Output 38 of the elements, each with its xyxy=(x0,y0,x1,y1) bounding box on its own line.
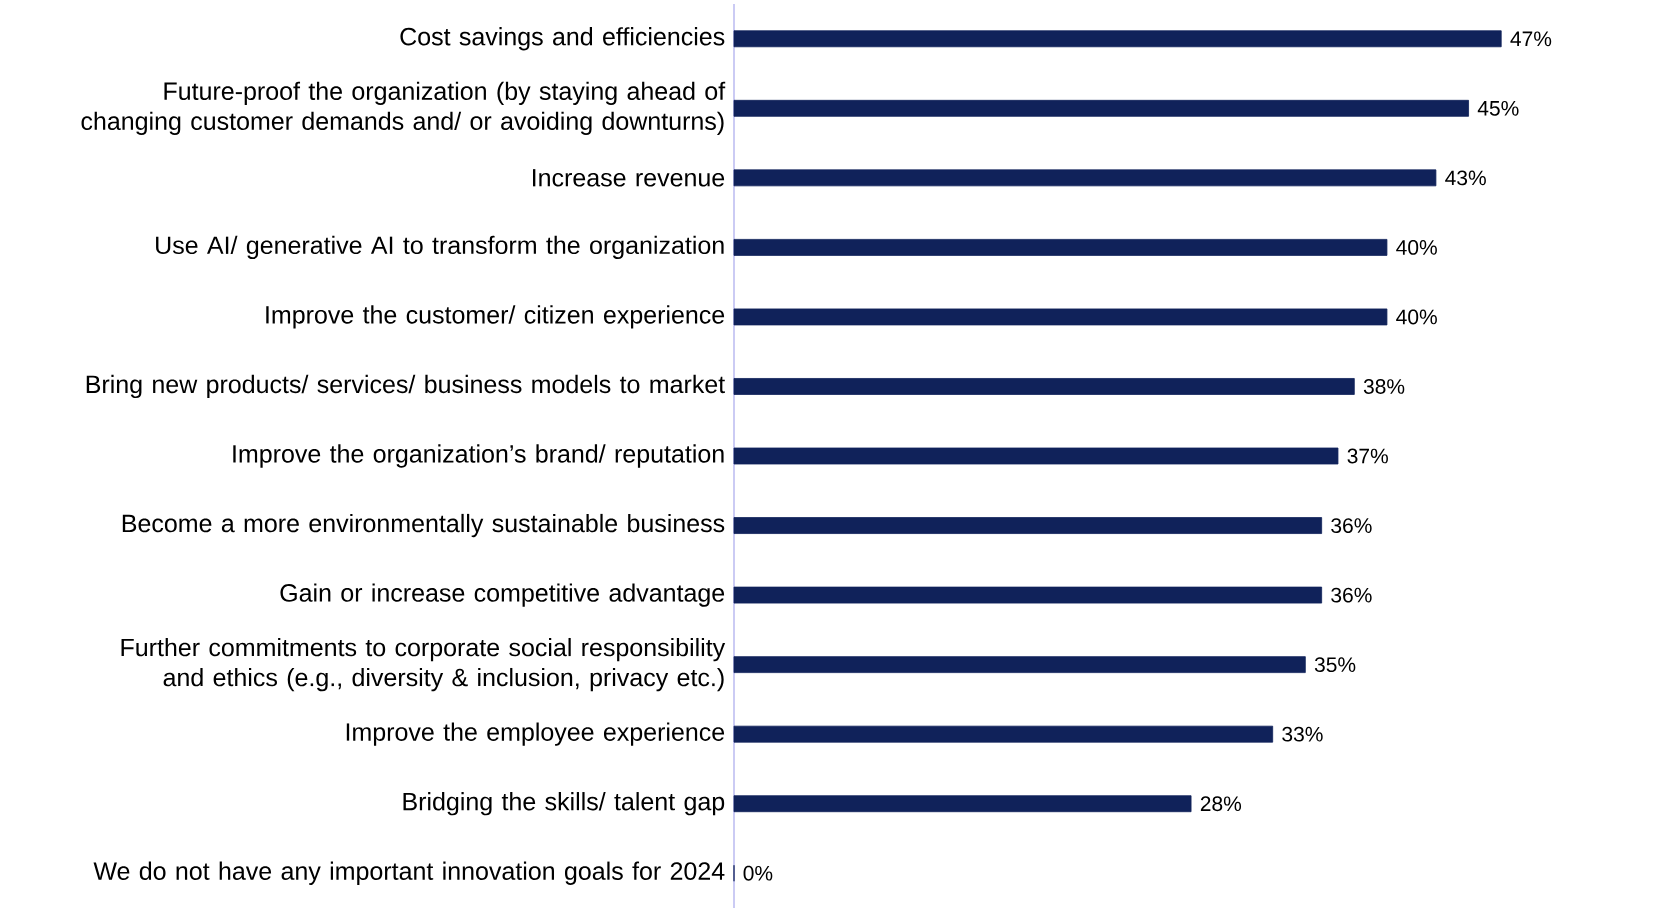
y-tick-label: We do not have any important innovation goals for 2024 xyxy=(93,861,725,885)
y-tick-label: Become a more environmentally sustainable business xyxy=(122,513,725,538)
data-label: 33% xyxy=(1282,726,1323,742)
y-tick-label: Improve the customer/ citizen experience xyxy=(266,305,725,329)
data-label: 28% xyxy=(1200,796,1242,812)
bar xyxy=(733,99,1469,117)
bar xyxy=(733,656,1306,674)
data-label: 47% xyxy=(1510,31,1552,47)
y-tick-label: Increase revenue xyxy=(533,169,725,187)
y-tick-label: Bridging the skills/ talent gap xyxy=(403,792,725,816)
y-tick-label: Future-proof the organization (by staying ahead of changing customer demands and/ or avoiding downturns) xyxy=(81,81,726,135)
bar xyxy=(733,586,1323,604)
y-tick-label: Gain or increase competitive advantage xyxy=(280,583,725,607)
bar xyxy=(733,447,1339,465)
y-tick-label: Cost savings and efficiencies xyxy=(400,27,725,51)
bar xyxy=(733,795,1192,813)
bar xyxy=(733,725,1274,743)
data-label: 36% xyxy=(1331,587,1372,603)
y-tick-label: Further commitments to corporate social responsibility and ethics (e.g., diversity & inclusion, privacy etc.) xyxy=(121,637,726,692)
data-label: 40% xyxy=(1396,239,1437,255)
bar xyxy=(733,308,1388,326)
bar xyxy=(733,30,1502,48)
bar xyxy=(733,238,1388,256)
data-label: 40% xyxy=(1396,309,1437,325)
y-tick-label: Improve the employee experience xyxy=(346,722,725,746)
data-label: 36% xyxy=(1331,518,1372,533)
data-label: 0% xyxy=(743,865,773,881)
data-label: 37% xyxy=(1347,448,1388,464)
data-label: 45% xyxy=(1477,100,1519,116)
y-tick-label: Improve the organization’s brand/ reputation xyxy=(233,444,724,468)
y-tick-label: Bring new products/ services/ business models to market xyxy=(86,374,726,399)
bar xyxy=(733,378,1355,395)
y-tick-label: Use AI/ generative AI to transform the organization xyxy=(156,235,724,260)
data-label: 35% xyxy=(1314,657,1356,673)
data-label: 43% xyxy=(1445,170,1486,186)
data-label: 38% xyxy=(1363,379,1405,394)
bar xyxy=(733,169,1437,187)
bar xyxy=(733,517,1323,534)
